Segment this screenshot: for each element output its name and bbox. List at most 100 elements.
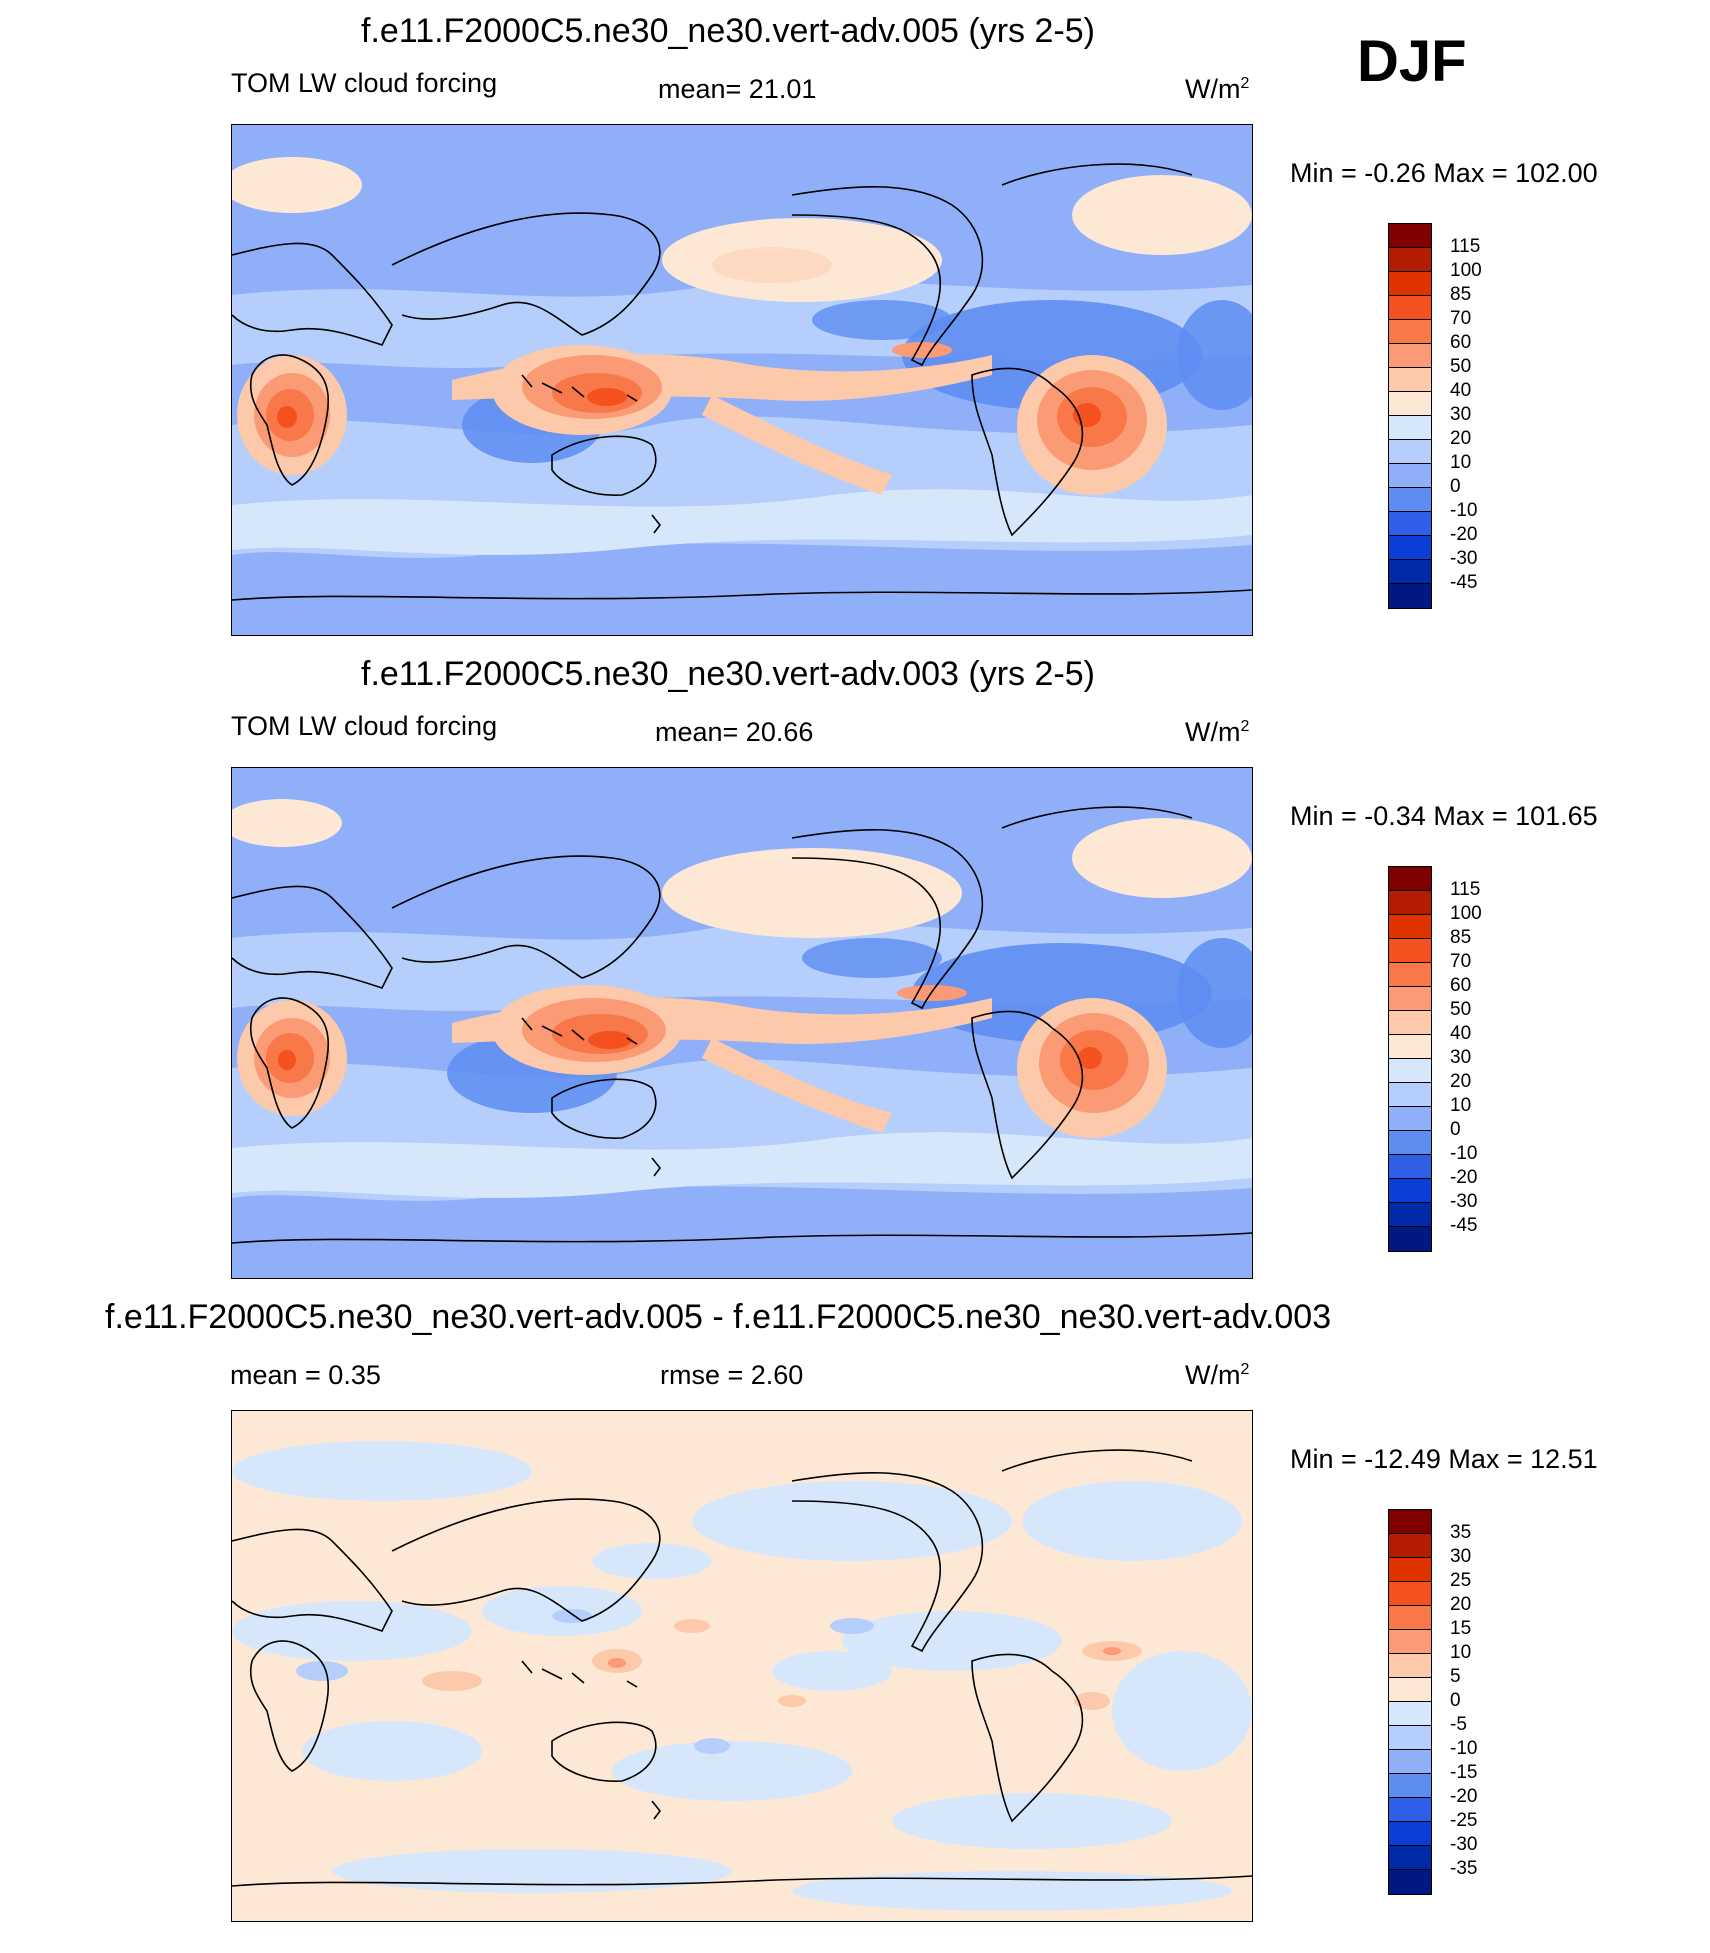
season-label: DJF bbox=[1357, 29, 1467, 94]
panel-3-colorbar-swatch bbox=[1389, 1678, 1431, 1702]
panel-3-colorbar-swatch bbox=[1389, 1702, 1431, 1726]
panel-1-colorbar-swatch bbox=[1389, 368, 1431, 392]
panel-3-colorbar-swatch bbox=[1389, 1870, 1431, 1894]
panel-3-colorbar-tick-label: -30 bbox=[1450, 1834, 1478, 1855]
panel-2-minmax-label: Min = -0.34 Max = 101.65 bbox=[1290, 801, 1598, 831]
panel-2-colorbar-swatch bbox=[1389, 1131, 1431, 1155]
panel-3-colorbar-swatch bbox=[1389, 1798, 1431, 1822]
panel-2-colorbar-swatch bbox=[1389, 1035, 1431, 1059]
panel-1-colorbar-tick-label: 60 bbox=[1450, 332, 1472, 353]
panel-3-colorbar-tick-label: 10 bbox=[1450, 1642, 1472, 1663]
panel-3-map bbox=[231, 1410, 1253, 1922]
panel-2-colorbar-swatch bbox=[1389, 915, 1431, 939]
panel-2-colorbar-tick-label: 0 bbox=[1450, 1119, 1461, 1140]
panel-1-colorbar-tick-label: 85 bbox=[1450, 284, 1472, 305]
panel-3-colorbar-swatch bbox=[1389, 1558, 1431, 1582]
panel-1-map bbox=[231, 124, 1253, 636]
panel-2-colorbar-tick-label: 20 bbox=[1450, 1071, 1472, 1092]
panel-3-colorbar-tick-label: -15 bbox=[1450, 1762, 1478, 1783]
panel-2-colorbar-tick-label: 40 bbox=[1450, 1023, 1472, 1044]
panel-1-colorbar-swatch bbox=[1389, 584, 1431, 608]
panel-3-colorbar-swatch bbox=[1389, 1630, 1431, 1654]
panel-1-colorbar-swatch bbox=[1389, 392, 1431, 416]
panel-1-colorbar-swatch bbox=[1389, 416, 1431, 440]
panel-3-minmax-label: Min = -12.49 Max = 12.51 bbox=[1290, 1444, 1598, 1474]
panel-1-colorbar-tick-label: 30 bbox=[1450, 404, 1472, 425]
panel-2-colorbar-swatch bbox=[1389, 963, 1431, 987]
panel-1-units-label: W/m2 bbox=[1185, 74, 1250, 104]
panel-1-minmax-label: Min = -0.26 Max = 102.00 bbox=[1290, 158, 1598, 188]
panel-1-colorbar-swatch bbox=[1389, 272, 1431, 296]
panel-1-colorbar-tick-label: 0 bbox=[1450, 476, 1461, 497]
panel-1-colorbar-swatch bbox=[1389, 536, 1431, 560]
panel-3-colorbar-tick-label: 25 bbox=[1450, 1570, 1472, 1591]
panel-2-colorbar-swatch bbox=[1389, 1011, 1431, 1035]
panel-1-colorbar-swatch bbox=[1389, 320, 1431, 344]
panel-2-colorbar-swatch bbox=[1389, 1203, 1431, 1227]
panel-2-colorbar-tick-label: -30 bbox=[1450, 1191, 1478, 1212]
panel-3-colorbar-tick-label: -10 bbox=[1450, 1738, 1478, 1759]
panel-2-colorbar-swatch bbox=[1389, 867, 1431, 891]
panel-1-colorbar-tick-label: 40 bbox=[1450, 380, 1472, 401]
panel-1-colorbar-swatch bbox=[1389, 296, 1431, 320]
panel-1-colorbar: 115 100 85 70 60 50 40 30 20 10 0 -10 -20 -30 -45 bbox=[1388, 223, 1482, 609]
panel-1-colorbar-tick-label: -20 bbox=[1450, 524, 1478, 545]
panel-2-mean-label: mean= 20.66 bbox=[655, 717, 814, 747]
panel-1-colorbar-tick-label: -10 bbox=[1450, 500, 1478, 521]
panel-3-colorbar-swatch bbox=[1389, 1534, 1431, 1558]
panel-1-colorbar-swatch bbox=[1389, 248, 1431, 272]
panel-2-colorbar-tick-label: -10 bbox=[1450, 1143, 1478, 1164]
panel-1-colorbar-tick-label: 10 bbox=[1450, 452, 1472, 473]
panel-2-colorbar-tick-label: 100 bbox=[1450, 903, 1482, 924]
panel-1-colorbar-tick-label: 115 bbox=[1450, 236, 1481, 257]
panel-1-colorbar-swatch bbox=[1389, 488, 1431, 512]
panel-3-colorbar-tick-label: -35 bbox=[1450, 1858, 1478, 1879]
panel-3-title: f.e11.F2000C5.ne30_ne30.vert-adv.005 - f… bbox=[105, 1298, 1332, 1336]
panel-2-colorbar-swatch bbox=[1389, 1155, 1431, 1179]
panel-2-title: f.e11.F2000C5.ne30_ne30.vert-adv.003 (yr… bbox=[361, 655, 1095, 693]
panel-2-colorbar-tick-label: -20 bbox=[1450, 1167, 1478, 1188]
panel-1-colorbar-swatch bbox=[1389, 560, 1431, 584]
panel-1-mean-label: mean= 21.01 bbox=[658, 74, 817, 104]
panel-3-units-label: W/m2 bbox=[1185, 1360, 1250, 1390]
panel-2-colorbar-swatch bbox=[1389, 1227, 1431, 1251]
panel-3-colorbar-tick-label: 35 bbox=[1450, 1522, 1472, 1543]
panel-2-map bbox=[231, 767, 1253, 1279]
panel-3-colorbar-tick-label: 15 bbox=[1450, 1618, 1472, 1639]
panel-3-colorbar-swatch bbox=[1389, 1750, 1431, 1774]
panel-2-colorbar-swatch bbox=[1389, 1059, 1431, 1083]
panel-3-mean-label: mean = 0.35 bbox=[230, 1360, 381, 1390]
panel-2-colorbar: 115 100 85 70 60 50 40 30 20 10 0 -10 -20 -30 -45 bbox=[1388, 866, 1482, 1252]
panel-2-colorbar-tick-label: 50 bbox=[1450, 999, 1472, 1020]
panel-2-colorbar-swatch bbox=[1389, 1107, 1431, 1131]
panel-2-colorbar-swatch bbox=[1389, 939, 1431, 963]
panel-1-colorbar-swatch bbox=[1389, 224, 1431, 248]
panel-1-colorbar-tick-label: -45 bbox=[1450, 572, 1478, 593]
panel-3-colorbar-swatch bbox=[1389, 1606, 1431, 1630]
panel-1-title: f.e11.F2000C5.ne30_ne30.vert-adv.005 (yr… bbox=[361, 12, 1095, 50]
panel-3-colorbar-tick-label: -20 bbox=[1450, 1786, 1478, 1807]
panel-3-rmse-label: rmse = 2.60 bbox=[660, 1360, 804, 1390]
panel-2-colorbar-tick-label: 60 bbox=[1450, 975, 1472, 996]
panel-3-colorbar-swatch bbox=[1389, 1726, 1431, 1750]
panel-2-variable-label: TOM LW cloud forcing bbox=[231, 711, 498, 741]
panel-3-colorbar-tick-label: -5 bbox=[1450, 1714, 1467, 1735]
panel-2-colorbar-swatch bbox=[1389, 891, 1431, 915]
panel-3-colorbar-swatch bbox=[1389, 1510, 1431, 1534]
panel-1-colorbar-swatch bbox=[1389, 464, 1431, 488]
panel-3-colorbar-swatch bbox=[1389, 1582, 1431, 1606]
panel-3-colorbar-tick-label: -25 bbox=[1450, 1810, 1478, 1831]
panel-2-colorbar-tick-label: 70 bbox=[1450, 951, 1472, 972]
panel-1-contour-field bbox=[232, 125, 1252, 635]
panel-1-colorbar-swatches bbox=[1388, 223, 1432, 609]
panel-2-colorbar-swatch bbox=[1389, 1083, 1431, 1107]
panel-2-colorbar-tick-label: 30 bbox=[1450, 1047, 1472, 1068]
panel-1-colorbar-tick-label: 70 bbox=[1450, 308, 1472, 329]
panel-1-variable-label: TOM LW cloud forcing bbox=[231, 68, 498, 98]
panel-1-colorbar-tick-label: 100 bbox=[1450, 260, 1482, 281]
panel-3-colorbar-swatch bbox=[1389, 1822, 1431, 1846]
panel-2-colorbar-tick-label: 115 bbox=[1450, 879, 1481, 900]
panel-2-colorbar-swatch bbox=[1389, 1179, 1431, 1203]
panel-1-colorbar-tick-label: 20 bbox=[1450, 428, 1472, 449]
panel-3-colorbar-swatches bbox=[1388, 1509, 1432, 1895]
